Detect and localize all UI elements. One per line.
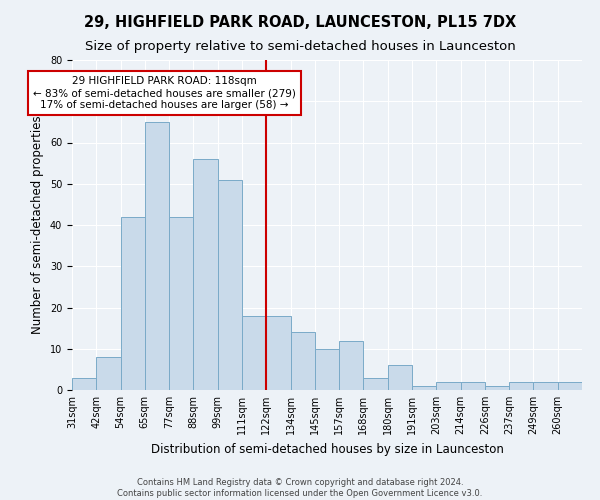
Bar bbox=[218, 180, 242, 390]
X-axis label: Distribution of semi-detached houses by size in Launceston: Distribution of semi-detached houses by … bbox=[151, 442, 503, 456]
Text: Contains HM Land Registry data © Crown copyright and database right 2024.
Contai: Contains HM Land Registry data © Crown c… bbox=[118, 478, 482, 498]
Bar bbox=[461, 382, 485, 390]
Bar bbox=[339, 340, 364, 390]
Bar bbox=[436, 382, 461, 390]
Bar bbox=[533, 382, 558, 390]
Bar bbox=[558, 382, 582, 390]
Bar bbox=[364, 378, 388, 390]
Text: Size of property relative to semi-detached houses in Launceston: Size of property relative to semi-detach… bbox=[85, 40, 515, 53]
Bar bbox=[72, 378, 96, 390]
Bar bbox=[266, 316, 290, 390]
Text: 29 HIGHFIELD PARK ROAD: 118sqm
← 83% of semi-detached houses are smaller (279)
1: 29 HIGHFIELD PARK ROAD: 118sqm ← 83% of … bbox=[33, 76, 296, 110]
Bar bbox=[388, 365, 412, 390]
Bar bbox=[96, 357, 121, 390]
Bar bbox=[242, 316, 266, 390]
Bar bbox=[121, 217, 145, 390]
Y-axis label: Number of semi-detached properties: Number of semi-detached properties bbox=[31, 116, 44, 334]
Bar bbox=[193, 159, 218, 390]
Bar bbox=[315, 349, 339, 390]
Bar bbox=[290, 332, 315, 390]
Bar bbox=[145, 122, 169, 390]
Bar bbox=[412, 386, 436, 390]
Bar bbox=[169, 217, 193, 390]
Text: 29, HIGHFIELD PARK ROAD, LAUNCESTON, PL15 7DX: 29, HIGHFIELD PARK ROAD, LAUNCESTON, PL1… bbox=[84, 15, 516, 30]
Bar bbox=[509, 382, 533, 390]
Bar bbox=[485, 386, 509, 390]
